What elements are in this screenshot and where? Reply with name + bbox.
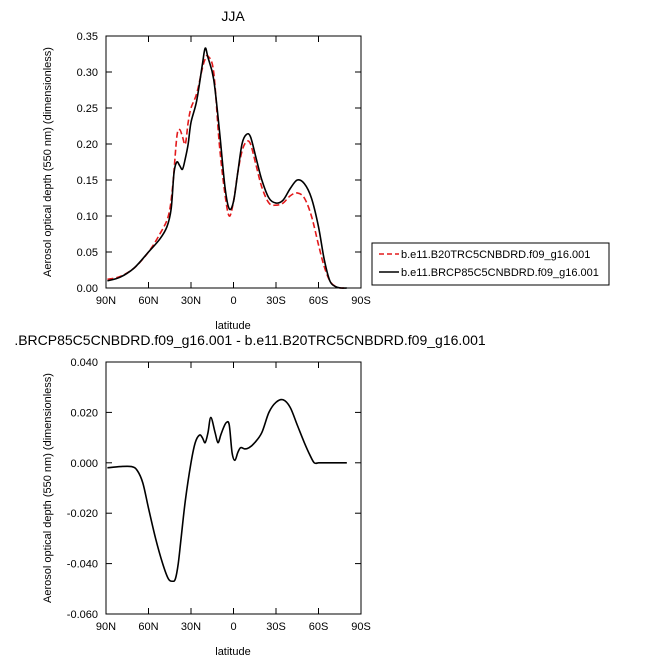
legend-label-series-1: b.e11.B20TRC5CNBDRD.f09_g16.001 xyxy=(401,249,590,261)
bottom-chart-title: .BRCP85C5CNBDRD.f09_g16.001 - b.e11.B20T… xyxy=(14,332,486,348)
top-y-axis-label: Aerosol optical depth (550 nm) (dimensio… xyxy=(42,47,54,277)
top-panel: JJA 90N 60N 30N 0 30S 60S 90S 0.00 0.05 0.10 0.15 0… xyxy=(42,8,610,332)
bottom-x-axis-label: latitude xyxy=(215,646,250,658)
bottom-x-tick-label: 60N xyxy=(138,621,158,633)
top-x-tick-label: 90N xyxy=(96,295,116,307)
top-y-tick-label: 0.35 xyxy=(77,31,98,43)
legend: b.e11.B20TRC5CNBDRD.f09_g16.001 b.e11.BR… xyxy=(371,242,610,286)
top-y-tick-label: 0.00 xyxy=(77,283,98,295)
top-y-tick-label: 0.05 xyxy=(77,247,98,259)
top-x-tick-label: 0 xyxy=(230,295,236,307)
top-y-tick-label: 0.20 xyxy=(77,139,98,151)
top-y-tick-label: 0.15 xyxy=(77,175,98,187)
top-y-tick-label: 0.30 xyxy=(77,67,98,79)
bottom-x-tick-label: 30S xyxy=(266,621,286,633)
bottom-series-group xyxy=(107,398,347,583)
bottom-x-tick-label: 90S xyxy=(351,621,371,633)
top-x-tick-label: 30N xyxy=(181,295,201,307)
bottom-y-tick-label: -0.060 xyxy=(67,609,98,621)
bottom-x-tick-label: 0 xyxy=(230,621,236,633)
top-axes: 90N 60N 30N 0 30S 60S 90S 0.00 0.05 0.10 0.15 0.20 0… xyxy=(77,31,371,307)
legend-box xyxy=(371,242,610,286)
bottom-x-tick-label: 90N xyxy=(96,621,116,633)
top-chart-title: JJA xyxy=(221,8,245,24)
top-x-tick-label: 90S xyxy=(351,295,371,307)
top-y-tick-label: 0.25 xyxy=(77,103,98,115)
bottom-y-tick-label: 0.020 xyxy=(70,407,98,419)
top-x-tick-label: 60S xyxy=(309,295,329,307)
bottom-y-tick-label: 0.040 xyxy=(70,357,98,369)
bottom-x-tick-label: 60S xyxy=(309,621,329,633)
top-plot-frame xyxy=(105,35,362,289)
top-series-line-1 xyxy=(107,54,347,289)
bottom-y-axis-label: Aerosol optical depth (550 nm) (dimensio… xyxy=(42,373,54,603)
bottom-y-tick-label: 0.000 xyxy=(70,458,98,470)
top-series-line-2 xyxy=(107,47,347,289)
bottom-y-tick-label: -0.020 xyxy=(67,508,98,520)
bottom-axes: 90N 60N 30N 0 30S 60S 90S -0.060 -0.040 -0.020 0.0… xyxy=(67,357,371,633)
bottom-series-line-1 xyxy=(107,398,347,583)
bottom-x-tick-label: 30N xyxy=(181,621,201,633)
bottom-plot-frame xyxy=(105,361,362,615)
top-x-axis-label: latitude xyxy=(215,320,250,332)
top-x-tick-label: 60N xyxy=(138,295,158,307)
bottom-y-tick-label: -0.040 xyxy=(67,559,98,571)
legend-label-series-2: b.e11.BRCP85C5CNBDRD.f09_g16.001 xyxy=(401,267,599,279)
bottom-panel: .BRCP85C5CNBDRD.f09_g16.001 - b.e11.B20T… xyxy=(14,332,486,658)
top-series-group xyxy=(107,47,347,289)
top-y-tick-label: 0.10 xyxy=(77,211,98,223)
top-x-tick-label: 30S xyxy=(266,295,286,307)
